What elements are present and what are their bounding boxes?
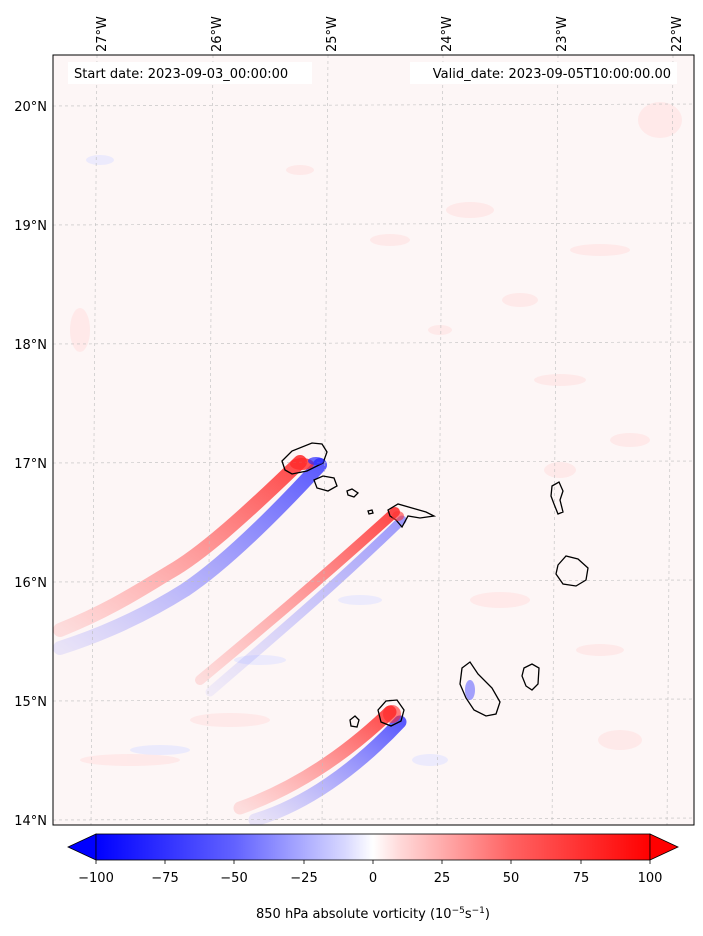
lat-tick-label: 17°N [14,457,47,472]
coastlines [281,442,589,728]
map-panel: Start date: 2023-09-03_00:00:00 Valid_da… [14,16,695,829]
colorbar-gradient [95,833,651,861]
colorbar-tick-label: 75 [573,871,590,886]
graticule [53,55,694,825]
colorbar-tick-label: −75 [151,871,178,886]
colorbar-tick-labels: −100 −75 −50 −25 0 25 50 75 100 [78,871,662,886]
lat-tick-label: 14°N [14,814,47,829]
colorbar-tick-label: −100 [78,871,114,886]
lat-tick-labels: 20°N 19°N 18°N 17°N 16°N 15°N 14°N [14,100,47,829]
lon-tick-label: 26°W [210,16,225,52]
island-branco [367,509,374,515]
lat-tick-label: 18°N [14,338,47,353]
colorbar-label: 850 hPa absolute vorticity (10−5s−1) [256,906,490,922]
lat-tick-label: 16°N [14,576,47,591]
noise-patches-blue [86,155,448,766]
colorbar-high-extension [649,833,679,861]
colorbar-ticks [95,860,651,864]
lon-tick-label: 23°W [555,16,570,52]
valid-date-label: Valid_date: 2023-09-05T10:00:00.00 [433,67,671,82]
start-date-label: Start date: 2023-09-03_00:00:00 [74,67,288,82]
wake-streak-1 [53,455,327,655]
colorbar-tick-label: 100 [638,871,663,886]
island-maio [521,663,540,691]
island-sal [550,481,564,515]
lat-tick-label: 19°N [14,219,47,234]
map-background [53,55,694,825]
island-couplets [290,457,475,723]
wake-streak-3 [233,705,407,825]
start-date-box: Start date: 2023-09-03_00:00:00 [68,62,312,84]
lon-tick-label: 22°W [670,16,685,52]
vorticity-field [53,55,694,825]
wake-streak-2 [195,507,407,697]
island-santiago [459,661,501,717]
lon-tick-labels: 27°W 26°W 25°W 24°W 23°W 22°W [95,16,685,52]
colorbar-tick-label: −50 [220,871,247,886]
colorbar-low-extension [67,833,97,861]
colorbar-tick-label: −25 [290,871,317,886]
noise-patches [70,102,682,766]
lon-tick-label: 25°W [325,16,340,52]
island-santa-luzia [346,488,360,498]
colorbar-tick-label: 0 [369,871,377,886]
lat-tick-label: 20°N [14,100,47,115]
lon-tick-label: 24°W [440,16,455,52]
colorbar-tick-label: 50 [503,871,520,886]
island-sao-vicente [313,475,338,492]
valid-date-box: Valid_date: 2023-09-05T10:00:00.00 [410,62,677,84]
colorbar: −100 −75 −50 −25 0 25 50 75 100 850 hPa … [67,833,679,922]
island-boa-vista [555,555,589,587]
map-frame [52,54,695,826]
lat-tick-label: 15°N [14,695,47,710]
island-fogo [377,699,405,727]
island-santo-antao [281,442,328,475]
lon-tick-label: 27°W [95,16,110,52]
island-brava [349,715,360,728]
colorbar-tick-label: 25 [434,871,451,886]
